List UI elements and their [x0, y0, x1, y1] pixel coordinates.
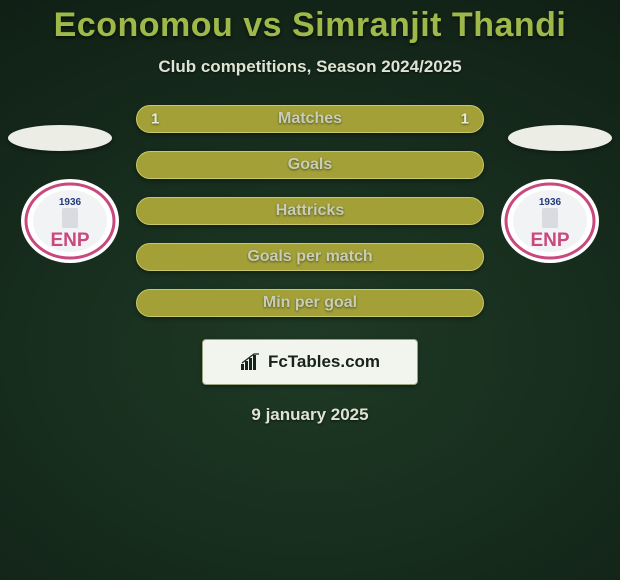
stat-left-value: 1 [151, 111, 159, 128]
stat-label: Hattricks [276, 202, 344, 220]
club-badge-right: 1936 ENP [500, 178, 600, 264]
bars-icon [240, 353, 262, 371]
svg-text:1936: 1936 [539, 197, 562, 208]
stat-row-goals: Goals [136, 151, 484, 179]
brand-box: FcTables.com [202, 339, 418, 385]
stat-right-value: 1 [461, 111, 469, 128]
svg-text:1936: 1936 [59, 197, 82, 208]
stat-row-hattricks: Hattricks [136, 197, 484, 225]
svg-text:ENP: ENP [50, 230, 89, 251]
stat-row-min-per-goal: Min per goal [136, 289, 484, 317]
stat-row-goals-per-match: Goals per match [136, 243, 484, 271]
stat-label: Goals [288, 156, 332, 174]
stat-label: Min per goal [263, 294, 357, 312]
stat-label: Matches [278, 110, 342, 128]
stat-row-matches: 1 Matches 1 [136, 105, 484, 133]
stat-label: Goals per match [247, 248, 372, 266]
subtitle: Club competitions, Season 2024/2025 [158, 57, 461, 77]
club-badge-left: 1936 ENP [20, 178, 120, 264]
player-right-ellipse [508, 125, 612, 151]
content: Economou vs Simranjit Thandi Club compet… [0, 0, 620, 580]
date-text: 9 january 2025 [251, 405, 368, 425]
page-title: Economou vs Simranjit Thandi [54, 6, 567, 45]
brand-text: FcTables.com [268, 352, 380, 372]
player-left-ellipse [8, 125, 112, 151]
svg-text:ENP: ENP [530, 230, 569, 251]
